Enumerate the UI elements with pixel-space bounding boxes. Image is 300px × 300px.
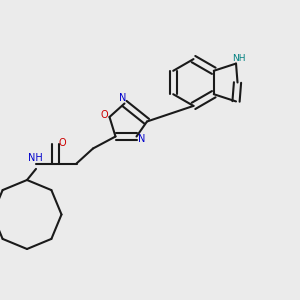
Text: NH: NH — [232, 54, 245, 63]
Text: N: N — [119, 93, 127, 103]
Text: O: O — [58, 137, 66, 148]
Text: O: O — [100, 110, 108, 121]
Text: N: N — [138, 134, 146, 145]
Text: NH: NH — [28, 153, 43, 163]
